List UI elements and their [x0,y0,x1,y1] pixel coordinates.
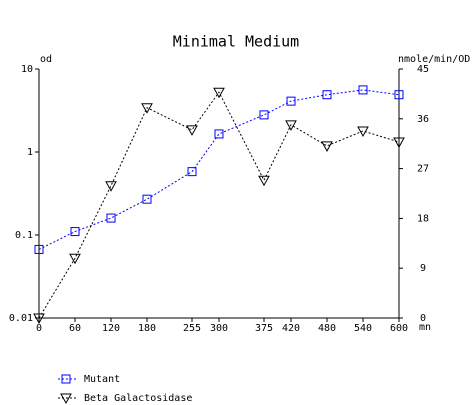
legend-marker [61,374,71,384]
x-tick-label: 180 [138,323,156,334]
data-point [358,85,368,95]
data-point [393,137,405,149]
y2-axis-label: nmole/min/OD [398,54,470,65]
data-point [322,90,332,100]
data-point [214,129,224,139]
x-tick-label: 480 [318,323,336,334]
x-tick-label: 420 [282,323,300,334]
y2-tick-label: 36 [417,114,429,125]
data-point [69,253,81,265]
data-point [70,227,80,237]
y-tick-label: 1 [27,147,33,158]
series-line [38,89,400,250]
data-point [186,125,198,136]
y-tick-label: 0.01 [9,313,33,324]
chart-title: Minimal Medium [173,33,299,51]
data-point [187,167,197,177]
data-point [213,87,225,99]
x-tick-label: 120 [102,323,120,334]
y-tick-label: 0.1 [15,230,33,241]
data-point [286,96,296,106]
y2-tick-label: 9 [420,263,426,274]
x-axis-label: mn [419,322,431,333]
y2-tick-label: 18 [417,213,429,224]
y2-tick-label: 45 [417,64,429,75]
x-tick-label: 540 [354,323,372,334]
data-point [357,126,369,138]
y2-tick-label: 0 [420,313,426,324]
legend-marker [60,393,72,405]
data-point [33,313,45,325]
data-point [106,213,116,223]
data-point [142,194,152,204]
x-tick-label: 300 [210,323,228,334]
x-tick-label: 375 [255,323,273,334]
y2-tick-label: 27 [417,164,429,175]
data-point [141,103,153,114]
legend-label: Beta Galactosidase [84,393,192,404]
x-tick-label: 0 [36,323,42,334]
x-tick-label: 60 [69,323,81,334]
data-point [285,120,297,131]
data-point [258,175,270,187]
x-tick-label: 255 [183,323,201,334]
legend-label: Mutant [84,374,120,385]
data-point [394,90,404,100]
data-point [259,110,269,120]
series-line [38,91,400,319]
y-tick-label: 10 [21,64,33,75]
y-axis-label: od [40,54,52,65]
data-point [321,141,333,152]
data-point [105,181,117,192]
data-point [34,244,44,254]
x-tick-label: 600 [390,323,408,334]
